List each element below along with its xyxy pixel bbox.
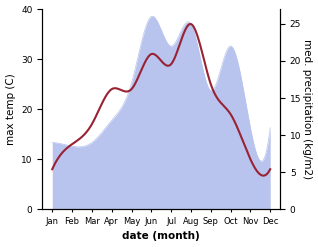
X-axis label: date (month): date (month) bbox=[122, 231, 200, 242]
Y-axis label: med. precipitation (kg/m2): med. precipitation (kg/m2) bbox=[302, 39, 313, 179]
Y-axis label: max temp (C): max temp (C) bbox=[5, 73, 16, 145]
